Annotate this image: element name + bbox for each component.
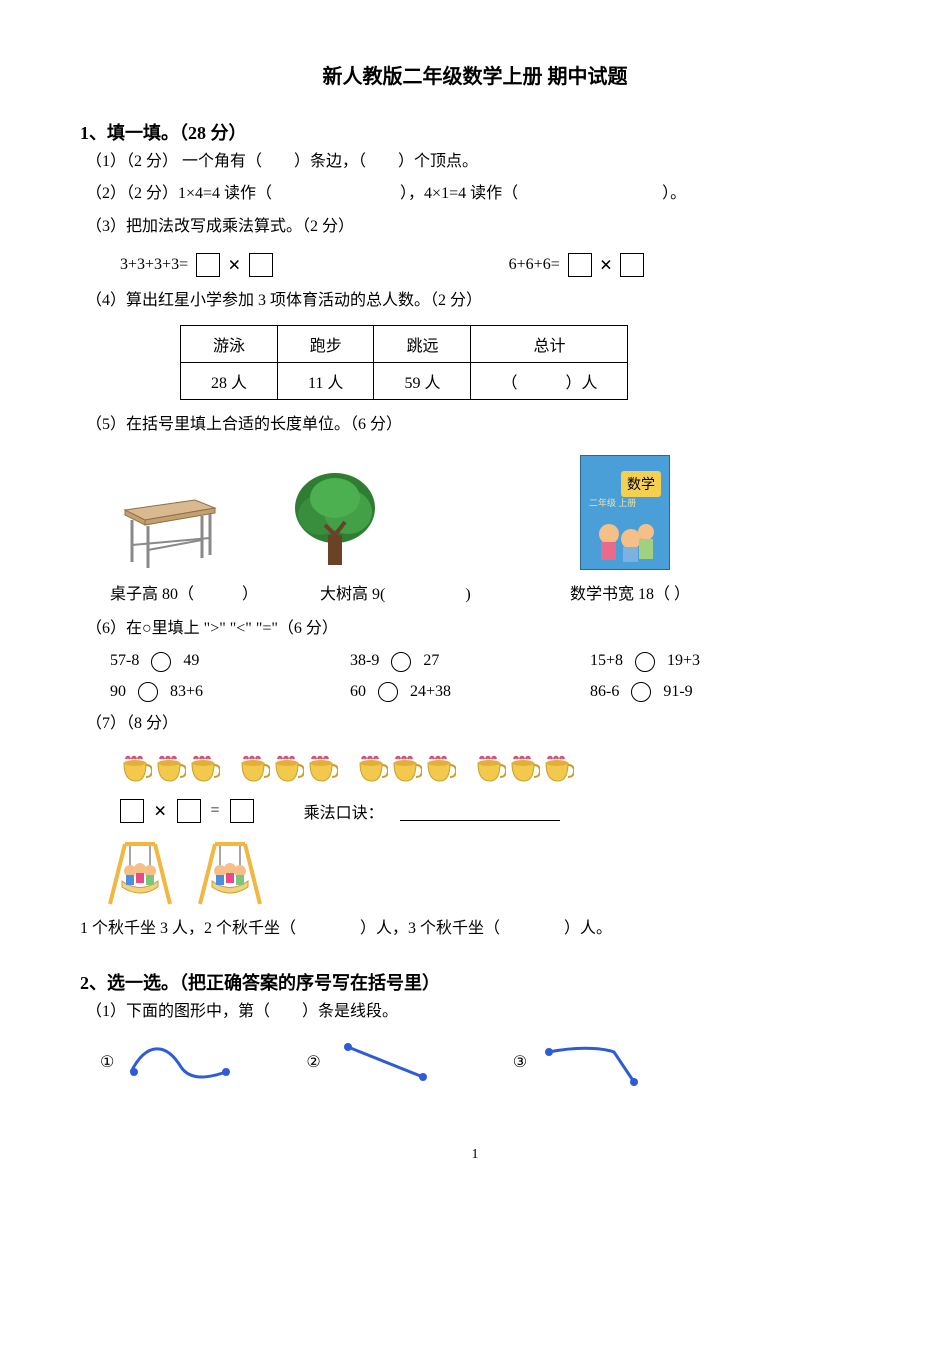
td-total[interactable]: （ ）人: [471, 362, 628, 399]
comp-cell: 57-8 49: [110, 646, 350, 676]
compare-circle[interactable]: [391, 652, 411, 672]
tree-icon: [290, 470, 380, 570]
compare-circle[interactable]: [378, 682, 398, 702]
shape-2-icon: [333, 1037, 443, 1087]
page-number: 1: [80, 1147, 870, 1163]
q5-text: （5）在括号里填上合适的长度单位。（6 分）: [80, 410, 870, 440]
blank-box[interactable]: [196, 253, 220, 277]
cup-icon: [238, 755, 270, 783]
table-header-row: 游泳 跑步 跳远 总计: [181, 325, 628, 362]
q6-row1: 57-8 49 38-9 27 15+8 19+3: [110, 646, 870, 676]
q6-text: （6）在○里填上 ">" "<" "="（6 分）: [80, 614, 870, 644]
comp-cell: 38-9 27: [350, 646, 590, 676]
comp-cell: 90 83+6: [110, 677, 350, 707]
section1-header: 1、填一填。（28 分）: [80, 119, 870, 145]
cup-icon: [120, 755, 152, 783]
page-title: 新人教版二年级数学上册 期中试题: [80, 60, 870, 89]
cup-icon: [424, 755, 456, 783]
equals-sign: =: [211, 802, 220, 820]
desk-label[interactable]: 桌子高 80（ ）: [110, 580, 320, 604]
q5-images: 数学 二年级 上册: [120, 455, 870, 570]
book-title-label: 数学: [621, 471, 661, 497]
q7-swing-text: 1 个秋千坐 3 人，2 个秋千坐（ ）人，3 个秋千坐（ ）人。: [80, 914, 870, 944]
choice-3[interactable]: ③: [513, 1037, 649, 1087]
q5-label-row: 桌子高 80（ ） 大树高 9( ) 数学书宽 18（ ）: [80, 580, 870, 604]
cup-icon: [306, 755, 338, 783]
q3-equations: 3+3+3+3= × 6+6+6= ×: [80, 252, 870, 278]
desk-icon: [120, 490, 220, 570]
book-subtitle: 二年级 上册: [589, 498, 636, 509]
book-label-text[interactable]: 数学书宽 18（ ）: [570, 580, 690, 604]
circled-number-2: ②: [306, 1052, 320, 1072]
cup-icon: [508, 755, 540, 783]
blank-box[interactable]: [230, 799, 254, 823]
td-run: 11 人: [278, 362, 374, 399]
q3-eq1-label: 3+3+3+3=: [120, 256, 188, 274]
cup-icon: [154, 755, 186, 783]
compare-circle[interactable]: [151, 652, 171, 672]
th-swim: 游泳: [181, 325, 278, 362]
cup-groups: [120, 755, 870, 783]
q7-equation-line: × = 乘法口诀：: [120, 798, 870, 824]
q2-text: （2）（2 分）1×4=4 读作（ ），4×1=4 读作（ ）。: [80, 179, 870, 209]
compare-circle[interactable]: [635, 652, 655, 672]
td-jump: 59 人: [374, 362, 471, 399]
tree-label[interactable]: 大树高 9( ): [320, 580, 570, 604]
mul-formula-label: 乘法口诀：: [304, 799, 384, 823]
cup-icon: [542, 755, 574, 783]
choice-row: ① ② ③: [100, 1037, 870, 1087]
table-data-row: 28 人 11 人 59 人 （ ）人: [181, 362, 628, 399]
cup-icon: [188, 755, 220, 783]
cup-group: [356, 755, 456, 783]
section2-header: 2、选一选。（把正确答案的序号写在括号里）: [80, 969, 870, 995]
blank-box[interactable]: [620, 253, 644, 277]
th-total: 总计: [471, 325, 628, 362]
cup-icon: [390, 755, 422, 783]
s2q1-text: （1）下面的图形中，第（ ）条是线段。: [80, 997, 870, 1027]
cup-group: [474, 755, 574, 783]
q7-text: （7）（8 分）: [80, 709, 870, 739]
q6-row2: 90 83+6 60 24+38 86-6 91-9: [110, 677, 870, 707]
blank-box[interactable]: [177, 799, 201, 823]
choice-2[interactable]: ②: [306, 1037, 442, 1087]
activity-table: 游泳 跑步 跳远 总计 28 人 11 人 59 人 （ ）人: [180, 325, 628, 400]
multiply-sign: ×: [600, 252, 613, 278]
choice-1[interactable]: ①: [100, 1037, 236, 1087]
blank-box[interactable]: [249, 253, 273, 277]
circled-number-1: ①: [100, 1052, 114, 1072]
comp-cell: 86-6 91-9: [590, 677, 830, 707]
th-run: 跑步: [278, 325, 374, 362]
swing-images: [100, 839, 870, 909]
q4-text: （4）算出红星小学参加 3 项体育活动的总人数。（2 分）: [80, 286, 870, 316]
cup-icon: [474, 755, 506, 783]
cup-group: [238, 755, 338, 783]
underline-blank[interactable]: [400, 800, 560, 820]
shape-3-icon: [539, 1037, 649, 1087]
cup-icon: [272, 755, 304, 783]
comp-cell: 60 24+38: [350, 677, 590, 707]
multiply-sign: ×: [228, 252, 241, 278]
multiply-sign: ×: [154, 798, 167, 824]
swing-icon: [100, 839, 180, 909]
compare-circle[interactable]: [631, 682, 651, 702]
compare-circle[interactable]: [138, 682, 158, 702]
circled-number-3: ③: [513, 1052, 527, 1072]
comp-cell: 15+8 19+3: [590, 646, 830, 676]
td-swim: 28 人: [181, 362, 278, 399]
swing-icon: [190, 839, 270, 909]
shape-1-icon: [126, 1037, 236, 1087]
cup-group: [120, 755, 220, 783]
q3-text: （3）把加法改写成乘法算式。（2 分）: [80, 212, 870, 242]
blank-box[interactable]: [120, 799, 144, 823]
math-book-icon: 数学 二年级 上册: [580, 455, 670, 570]
th-jump: 跳远: [374, 325, 471, 362]
cup-icon: [356, 755, 388, 783]
q3-eq2-label: 6+6+6=: [509, 256, 560, 274]
blank-box[interactable]: [568, 253, 592, 277]
q1-text: （1）（2 分） 一个角有（ ）条边，（ ）个顶点。: [80, 147, 870, 177]
